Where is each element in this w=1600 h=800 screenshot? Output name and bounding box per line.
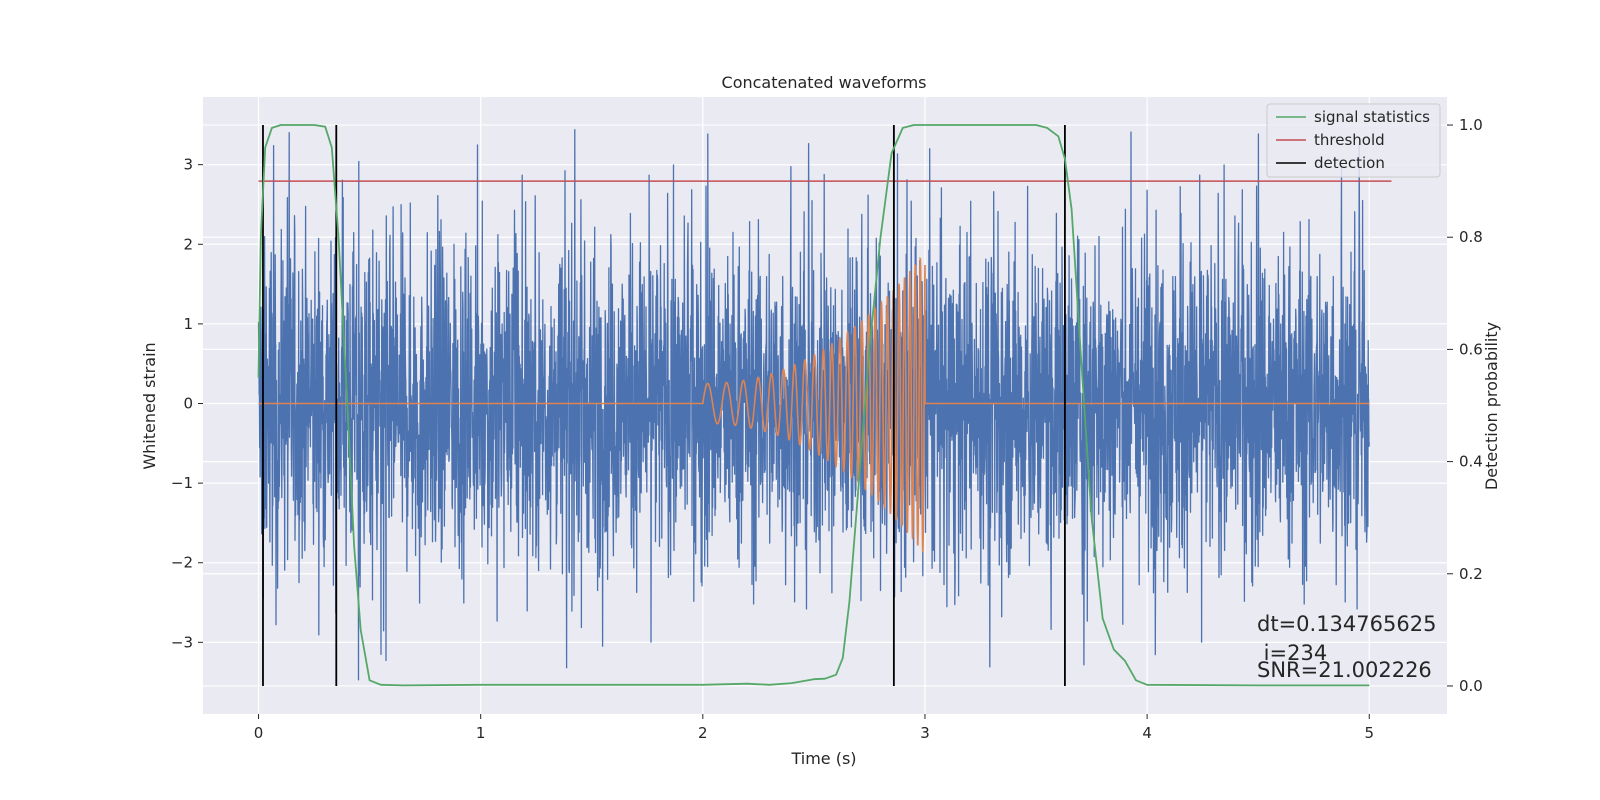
x-tick-label: 2 (698, 724, 708, 742)
annotation-index: i=234 (1257, 641, 1327, 665)
y-axis-label-left: Whitened strain (140, 342, 159, 469)
x-tick-label: 4 (1142, 724, 1152, 742)
annotation-snr: SNR=21.002226 (1257, 658, 1432, 682)
legend-label-threshold: threshold (1314, 131, 1385, 149)
x-tick-label: 5 (1364, 724, 1374, 742)
detection-probability-layer (257, 124, 1392, 687)
y-tick-label-left: −3 (171, 633, 193, 651)
y-tick-label-right: 0.6 (1459, 340, 1483, 358)
x-tick-label: 1 (476, 724, 486, 742)
legend-label-detection: detection (1314, 154, 1385, 172)
legend-label-signal-statistics: signal statistics (1314, 108, 1430, 126)
y-tick-label-left: 3 (183, 156, 193, 174)
y-tick-label-left: 0 (183, 395, 193, 413)
y-tick-label-right: 1.0 (1459, 116, 1483, 134)
noise-waveform (257, 125, 1370, 681)
y-tick-label-right: 0.0 (1459, 677, 1483, 695)
noise-line (257, 125, 1370, 681)
legend-box (1266, 103, 1441, 178)
signal-statistics-line (257, 124, 1370, 687)
left-axis-ticks: −3 −2 −1 0 1 2 3 (171, 156, 203, 651)
y-tick-label-right: 0.4 (1459, 453, 1483, 471)
x-axis-ticks: 0 1 2 3 4 5 (254, 714, 1374, 742)
y-tick-label-left: 2 (183, 235, 193, 253)
y-tick-label-left: −1 (171, 474, 193, 492)
chart-title: Concatenated waveforms (722, 73, 927, 92)
chirp-line (258, 256, 1370, 553)
x-tick-label: 0 (254, 724, 264, 742)
y-axis-label-right: Detection probability (1482, 322, 1501, 490)
right-axis-ticks: 0.0 0.2 0.4 0.6 0.8 1.0 (1447, 116, 1483, 695)
y-tick-label-right: 0.2 (1459, 565, 1483, 583)
x-axis-label: Time (s) (790, 749, 856, 768)
legend: signal statistics threshold detection (1266, 103, 1441, 178)
y-tick-label-left: −2 (171, 554, 193, 572)
annotation-dt: dt=0.134765625 (1257, 612, 1436, 636)
chirp-waveform (258, 256, 1370, 553)
x-tick-label: 3 (920, 724, 930, 742)
y-tick-label-right: 0.8 (1459, 228, 1483, 246)
y-tick-label-left: 1 (183, 315, 193, 333)
